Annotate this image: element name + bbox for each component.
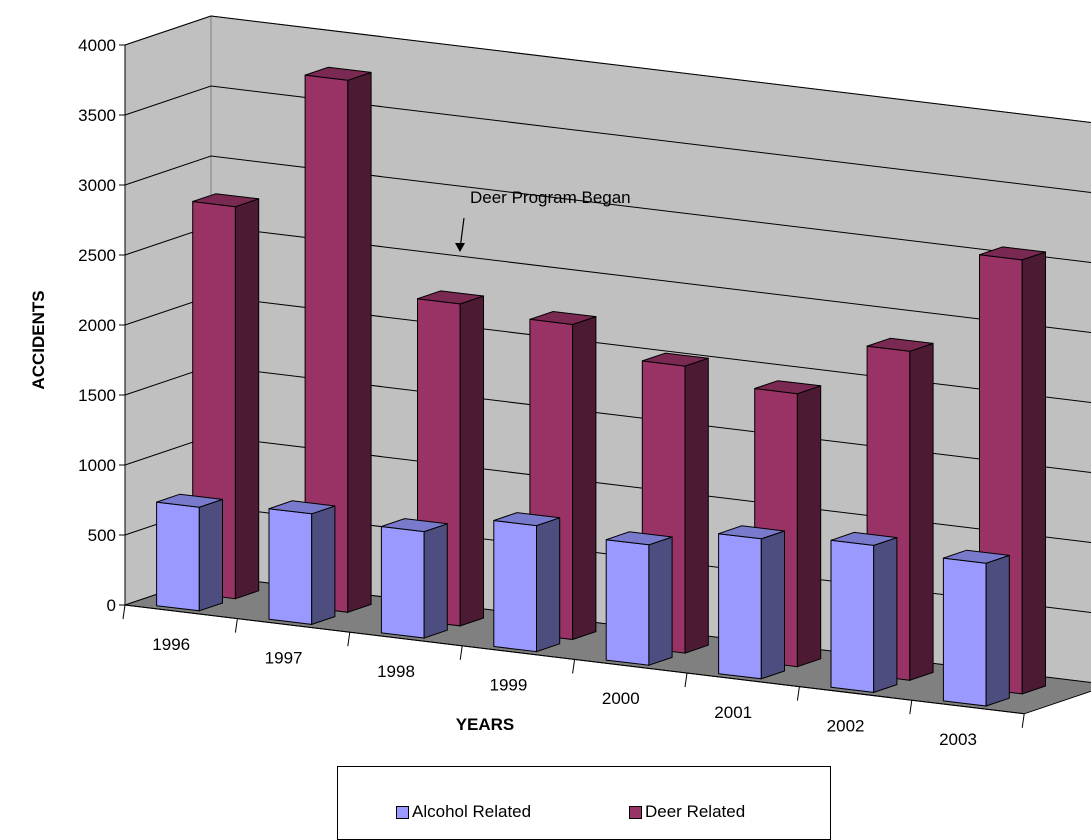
x-tick-mark	[347, 632, 351, 647]
gridline	[124, 15, 1091, 123]
bar-deer-2001	[754, 380, 822, 668]
legend-swatch-alcohol	[396, 805, 409, 819]
bar-alcohol-1997	[268, 500, 336, 626]
bar-alcohol-1999	[493, 512, 561, 653]
x-tick-label: 1996	[152, 635, 190, 654]
x-tick-labels: 1996 1997 1998 1999 2000 2001 2002 2003	[152, 635, 977, 749]
y-tick-label: 2000	[78, 316, 116, 335]
y-tick-label: 3000	[78, 176, 116, 195]
x-tick-label: 1998	[377, 662, 415, 681]
x-tick-label: 2002	[827, 716, 865, 735]
legend-item-deer: Deer Related	[629, 802, 745, 822]
y-tick-label: 3500	[78, 106, 116, 125]
x-tick-mark	[122, 604, 126, 620]
legend-swatch-deer	[629, 805, 642, 819]
x-tick-mark	[1021, 713, 1025, 728]
y-axis-title: ACCIDENTS	[29, 290, 48, 389]
x-tick-label: 1997	[265, 648, 303, 667]
legend-label-deer: Deer Related	[645, 802, 746, 821]
legend-label-alcohol: Alcohol Related	[412, 802, 532, 821]
gridline	[124, 85, 1091, 193]
bar-alcohol-1998	[380, 518, 448, 639]
y-tick-labels: 0 500 1000 1500 2000 2500 3000 3500 4000	[78, 36, 116, 615]
x-tick-mark	[796, 686, 800, 701]
x-axis-title: YEARS	[456, 715, 515, 734]
bar-alcohol-2003	[942, 549, 1010, 707]
bars	[156, 66, 1046, 707]
bar-alcohol-2000	[605, 531, 673, 666]
annotation-text: Deer Program Began	[470, 188, 631, 207]
x-tick-mark	[234, 618, 238, 633]
y-tick-label: 4000	[78, 36, 116, 55]
annotation-arrow	[455, 217, 465, 252]
bar-alcohol-2002	[830, 531, 898, 694]
y-tick-label: 500	[88, 526, 116, 545]
y-tick-label: 1000	[78, 456, 116, 475]
bar-deer-1998	[417, 290, 484, 627]
x-tick-mark	[684, 672, 688, 688]
x-tick-mark	[572, 659, 576, 674]
x-tick-mark	[909, 700, 913, 715]
x-tick-label: 1999	[489, 676, 527, 695]
bar-alcohol-1996	[156, 493, 223, 612]
bar-alcohol-2001	[718, 525, 785, 680]
legend-item-alcohol: Alcohol Related	[396, 802, 531, 822]
y-tick-label: 2500	[78, 246, 116, 265]
x-tick-label: 2003	[939, 730, 977, 749]
legend: Alcohol Related Deer Related	[337, 766, 831, 840]
y-tick-label: 0	[107, 596, 116, 615]
gridline	[124, 155, 1091, 263]
y-tick-label: 1500	[78, 386, 116, 405]
axes	[119, 44, 1025, 728]
x-tick-label: 2000	[602, 689, 640, 708]
x-tick-mark	[459, 645, 463, 660]
x-tick-label: 2001	[714, 703, 752, 722]
